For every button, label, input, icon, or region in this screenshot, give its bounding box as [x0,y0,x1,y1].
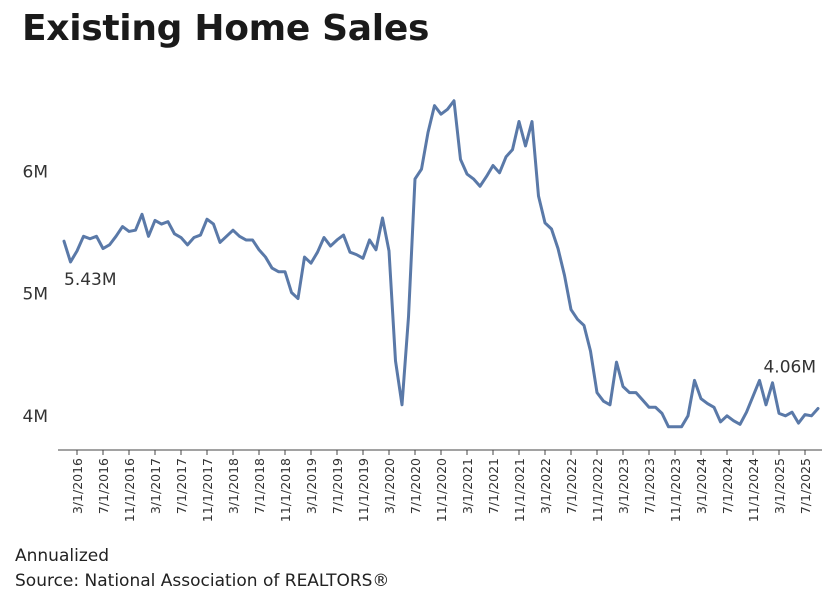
x-tick-label: 3/1/2020 [382,458,397,514]
x-tick-label: 7/1/2024 [720,458,735,514]
x-tick-label: 11/1/2016 [122,458,137,522]
y-tick-label: 5M [23,285,48,305]
x-tick-label: 7/1/2021 [486,458,501,514]
x-axis-ticks: 3/1/2016 7/1/2016 11/1/2016 3/1/2017 7/1/201… [70,450,813,522]
x-tick-label: 3/1/2019 [304,458,319,514]
x-tick-label: 11/1/2019 [356,458,371,522]
x-tick-label: 3/1/2025 [772,458,787,514]
x-tick-label: 11/1/2023 [668,458,683,522]
x-tick-label: 3/1/2022 [538,458,553,514]
x-tick-label: 11/1/2024 [746,458,761,522]
x-tick-label: 3/1/2021 [460,458,475,514]
data-label: 4.06M [763,357,816,377]
data-label: 5.43M [64,270,117,290]
x-tick-label: 7/1/2022 [564,458,579,514]
x-tick-label: 11/1/2018 [278,458,293,522]
x-tick-label: 3/1/2016 [70,458,85,514]
x-tick-label: 7/1/2020 [408,458,423,514]
x-tick-label: 11/1/2020 [434,458,449,522]
x-tick-label: 7/1/2023 [642,458,657,514]
x-tick-label: 7/1/2025 [798,458,813,514]
x-tick-label: 11/1/2017 [200,458,215,522]
x-tick-label: 3/1/2018 [226,458,241,514]
data-annotations: 5.43M 4.06M [64,270,816,377]
x-tick-label: 3/1/2017 [148,458,163,514]
series-line-existing-home-sales [62,99,820,429]
x-tick-label: 7/1/2019 [330,458,345,514]
chart-title: Existing Home Sales [22,8,430,49]
y-tick-label: 6M [23,163,48,183]
footnote-annualized: Annualized [15,546,109,566]
y-axis-ticks: 4M 5M 6M [23,163,48,427]
source-note: Source: National Association of REALTORS… [15,571,390,591]
y-tick-label: 4M [23,407,48,427]
x-tick-label: 7/1/2018 [252,458,267,514]
x-tick-label: 11/1/2022 [590,458,605,522]
x-tick-label: 11/1/2021 [512,458,527,522]
x-tick-label: 7/1/2016 [96,458,111,514]
x-tick-label: 3/1/2023 [616,458,631,514]
x-tick-label: 3/1/2024 [694,458,709,514]
x-tick-label: 7/1/2017 [174,458,189,514]
